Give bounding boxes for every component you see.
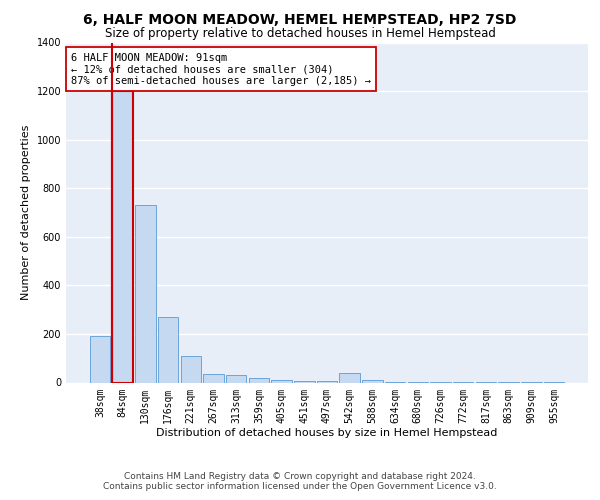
Bar — [362, 380, 383, 382]
Bar — [203, 374, 224, 382]
Bar — [135, 205, 155, 382]
Bar — [340, 373, 360, 382]
Bar — [226, 375, 247, 382]
Text: Contains HM Land Registry data © Crown copyright and database right 2024.
Contai: Contains HM Land Registry data © Crown c… — [103, 472, 497, 491]
X-axis label: Distribution of detached houses by size in Hemel Hempstead: Distribution of detached houses by size … — [157, 428, 497, 438]
Bar — [271, 380, 292, 382]
Y-axis label: Number of detached properties: Number of detached properties — [21, 125, 31, 300]
Bar — [248, 378, 269, 382]
Text: 6 HALF MOON MEADOW: 91sqm
← 12% of detached houses are smaller (304)
87% of semi: 6 HALF MOON MEADOW: 91sqm ← 12% of detac… — [71, 52, 371, 86]
Bar — [90, 336, 110, 382]
Bar — [181, 356, 201, 382]
Bar — [158, 317, 178, 382]
Text: Size of property relative to detached houses in Hemel Hempstead: Size of property relative to detached ho… — [104, 28, 496, 40]
Text: 6, HALF MOON MEADOW, HEMEL HEMPSTEAD, HP2 7SD: 6, HALF MOON MEADOW, HEMEL HEMPSTEAD, HP… — [83, 12, 517, 26]
Bar — [112, 91, 133, 382]
